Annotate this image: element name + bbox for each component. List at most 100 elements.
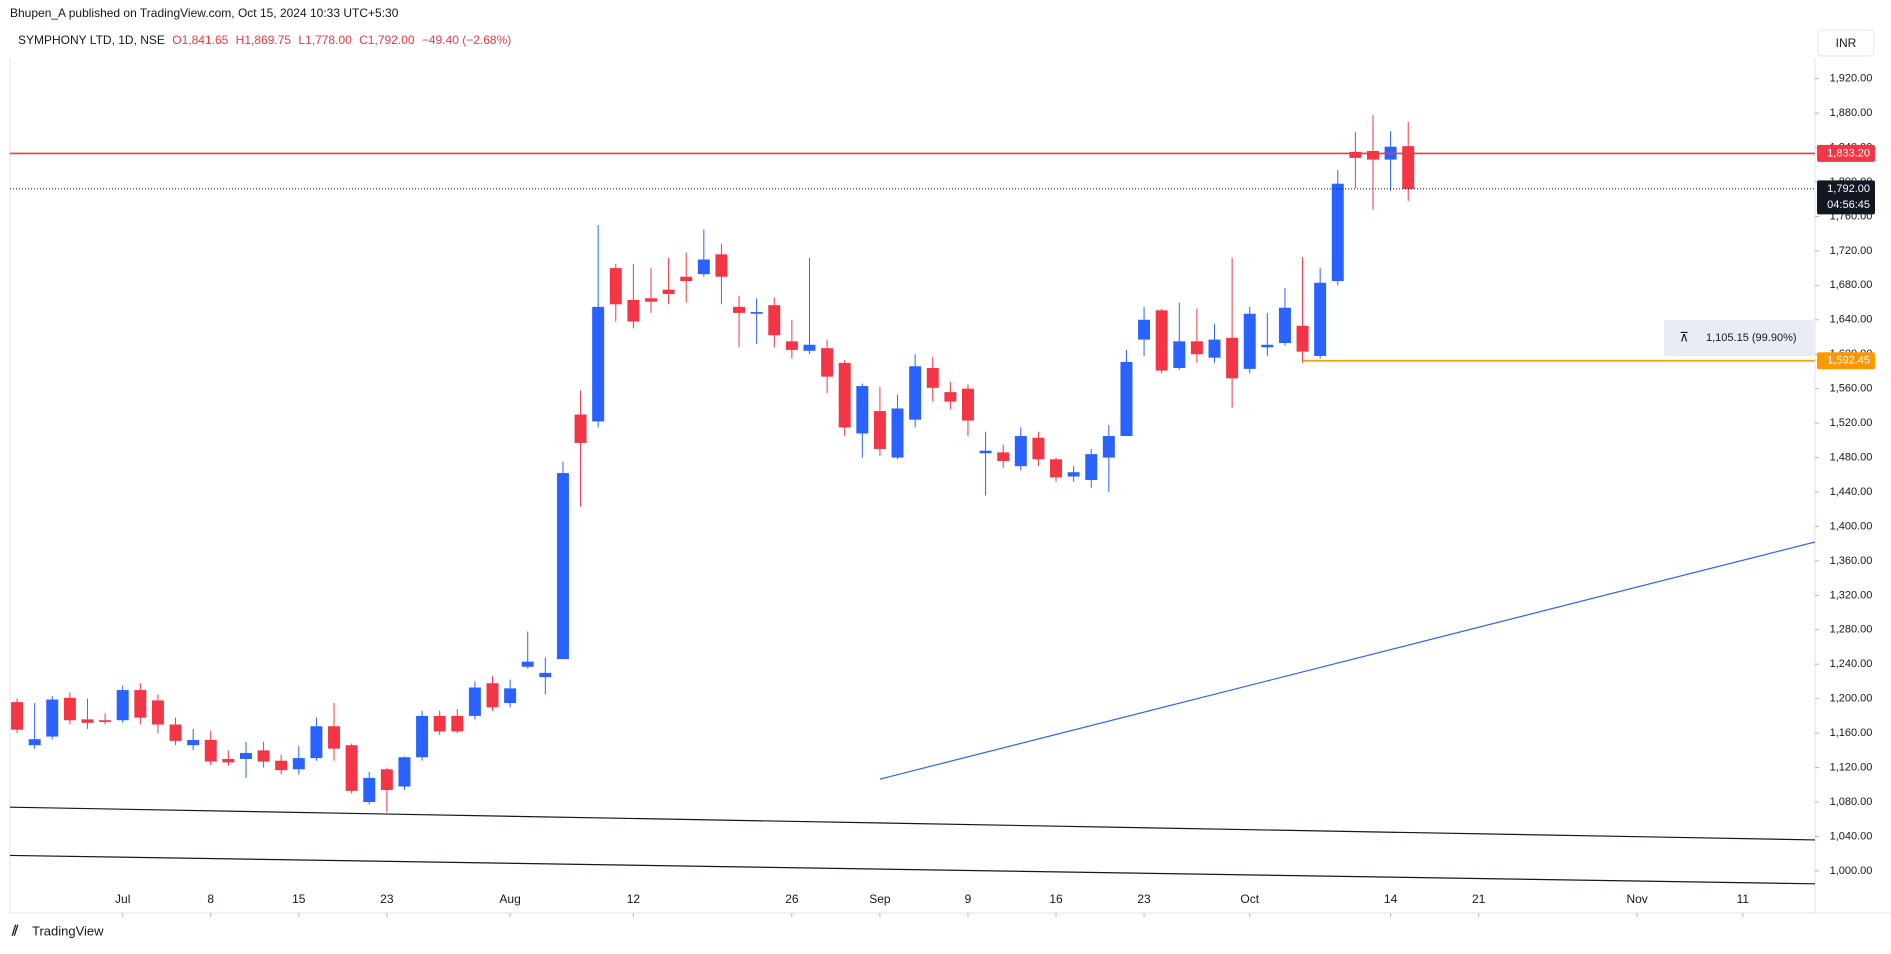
x-tick-label: 9 <box>965 892 972 906</box>
y-tick-label: 1,200.00 <box>1830 693 1873 705</box>
y-tick-label: 1,560.00 <box>1830 383 1873 395</box>
y-tick-label: 1,640.00 <box>1830 314 1873 326</box>
change: −49.40 (−2.68%) <box>422 33 511 47</box>
candle-body <box>1050 459 1063 478</box>
candle-body <box>1120 361 1133 437</box>
candle-body <box>1190 341 1203 355</box>
candle-body <box>645 298 657 302</box>
candle-body <box>151 700 164 725</box>
candle-body <box>891 408 904 458</box>
y-tick-label: 1,440.00 <box>1830 486 1873 498</box>
candle-body <box>46 699 59 737</box>
candle-body <box>979 450 992 454</box>
candle-body <box>627 299 640 322</box>
candle-body <box>1226 337 1239 379</box>
candle-body <box>944 392 957 402</box>
candle-body <box>926 368 939 388</box>
candle-body <box>275 760 288 771</box>
logo: TradingView <box>32 923 104 938</box>
y-tick-label: 1,240.00 <box>1830 658 1873 670</box>
candle-body <box>28 739 41 746</box>
candle-body <box>433 715 446 732</box>
candle-body <box>662 289 675 294</box>
candle-body <box>257 750 270 762</box>
x-tick-label: Nov <box>1626 892 1647 906</box>
candle-body <box>609 268 622 305</box>
price-tag <box>1817 352 1875 370</box>
currency[interactable]: INR <box>1836 36 1857 50</box>
candle-body <box>697 259 710 275</box>
y-tick-label: 1,880.00 <box>1830 107 1873 119</box>
measure-icon: ⊼ <box>1679 329 1689 344</box>
candle-body <box>292 758 305 770</box>
x-tick-label: Sep <box>869 892 891 906</box>
candle-body <box>99 720 112 722</box>
y-tick-label: 1,280.00 <box>1830 624 1873 636</box>
candle-body <box>997 452 1010 462</box>
y-tick-label: 1,400.00 <box>1830 520 1873 532</box>
candle-body <box>1067 472 1080 477</box>
candle-body <box>11 702 24 730</box>
y-tick-label: 1,520.00 <box>1830 417 1873 429</box>
candle-body <box>1278 307 1291 344</box>
price-tag-label: 1,592.45 <box>1827 355 1870 367</box>
x-tick-label: Jul <box>115 892 130 906</box>
y-tick-label: 1,680.00 <box>1830 279 1873 291</box>
candle-body <box>521 661 534 667</box>
y-tick-label: 1,120.00 <box>1830 761 1873 773</box>
candle-body <box>1331 183 1344 282</box>
price-tag <box>1817 180 1875 215</box>
publisher: Bhupen_A published on TradingView.com, O… <box>10 6 399 20</box>
candle-body <box>1208 339 1221 358</box>
candle-body <box>134 690 147 718</box>
candle-body <box>310 726 323 759</box>
candle-body <box>909 366 922 420</box>
x-tick-label: Aug <box>499 892 520 906</box>
candle-body <box>1314 282 1327 356</box>
x-tick-label: 23 <box>1137 892 1151 906</box>
candle-body <box>486 683 499 708</box>
x-tick-label: 11 <box>1737 892 1750 906</box>
x-tick-label: 21 <box>1472 892 1486 906</box>
candle-body <box>204 740 217 762</box>
candle-body <box>768 305 781 336</box>
candle-body <box>715 254 728 277</box>
candle-body <box>1243 313 1256 369</box>
trendline <box>10 854 1815 885</box>
candle-body <box>1102 436 1115 458</box>
candle-body <box>116 690 129 721</box>
x-tick-label: 12 <box>627 892 641 906</box>
x-tick-label: 14 <box>1384 892 1398 906</box>
trendline <box>10 806 1815 841</box>
y-tick-label: 1,920.00 <box>1830 73 1873 85</box>
x-tick-label: 26 <box>785 892 799 906</box>
candle-body <box>750 312 763 314</box>
candle-body <box>733 306 746 313</box>
symbol: SYMPHONY LTD, 1D, NSE <box>18 33 165 47</box>
candle-body <box>398 757 411 787</box>
candle-body <box>803 344 816 351</box>
candle-body <box>539 672 552 678</box>
trendline <box>879 541 1815 780</box>
price-tag-label: 1,792.00 <box>1827 183 1870 195</box>
y-tick-label: 1,360.00 <box>1830 555 1873 567</box>
y-tick-label: 1,040.00 <box>1830 830 1873 842</box>
y-tick-label: 1,000.00 <box>1830 865 1873 877</box>
candle-body <box>592 306 605 422</box>
y-tick-label: 1,160.00 <box>1830 727 1873 739</box>
candle-body <box>363 777 376 803</box>
measure-box <box>1664 320 1814 356</box>
legend: SYMPHONY LTD, 1D, NSE O1,841.65 H1,869.7… <box>18 33 511 47</box>
y-tick-label: 1,080.00 <box>1830 796 1873 808</box>
countdown: 04:56:45 <box>1827 199 1870 211</box>
x-tick-label: Oct <box>1240 892 1259 906</box>
candle-body <box>1032 437 1045 460</box>
candle-body <box>1349 151 1362 158</box>
x-tick-label: 16 <box>1049 892 1063 906</box>
currency-button[interactable] <box>1817 29 1875 57</box>
high: H1,869.75 <box>236 33 292 47</box>
close: C1,792.00 <box>359 33 415 47</box>
candle-body <box>856 386 869 434</box>
candle-body <box>1367 151 1379 160</box>
